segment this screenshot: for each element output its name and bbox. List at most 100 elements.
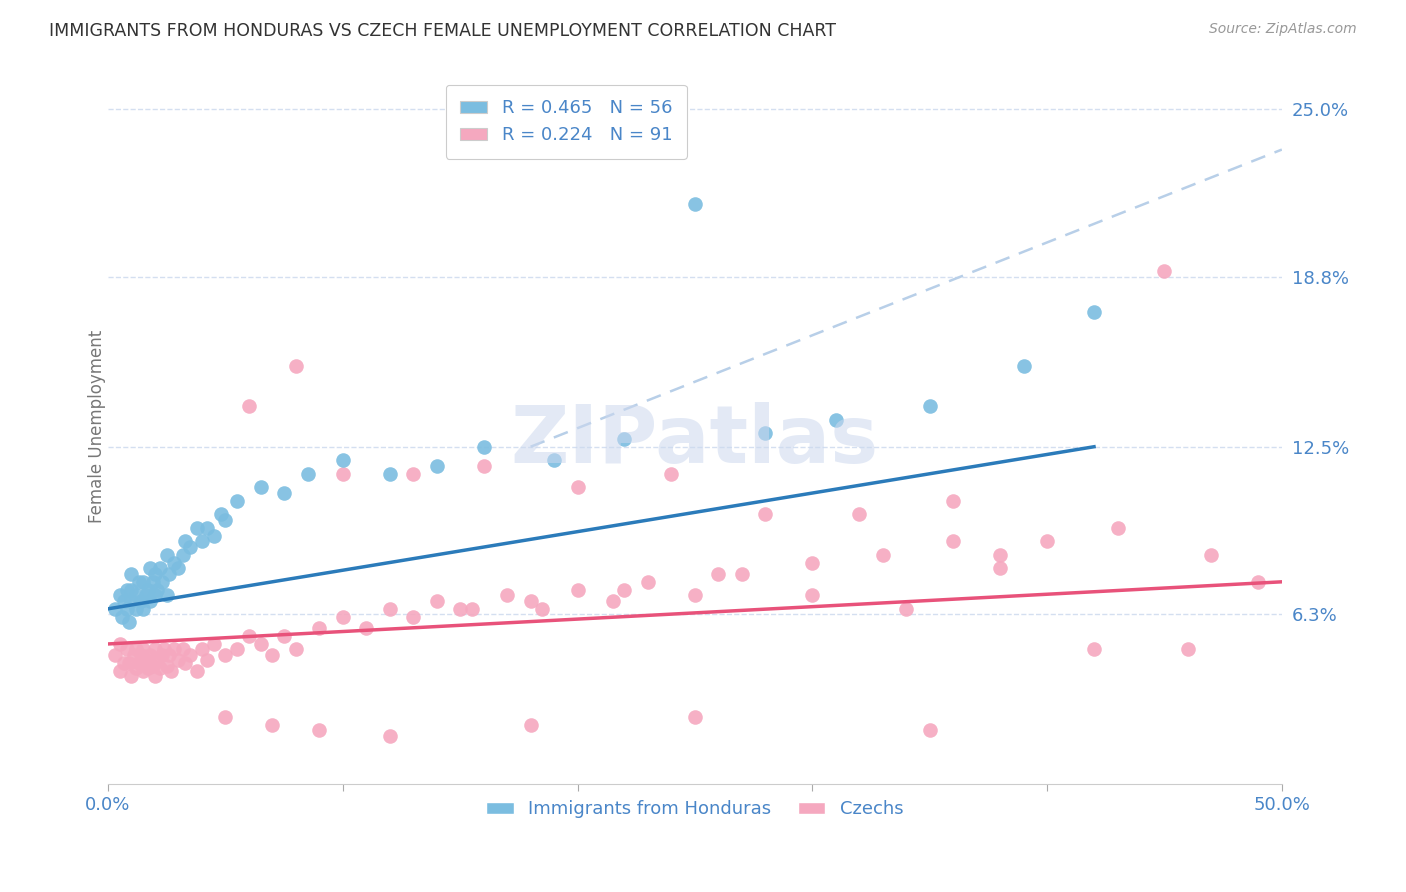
Point xyxy=(918,723,941,738)
Point xyxy=(129,593,152,607)
Point xyxy=(637,574,659,589)
Point xyxy=(209,508,232,522)
Point xyxy=(112,656,135,670)
Point xyxy=(132,664,155,678)
Point xyxy=(683,588,706,602)
Point xyxy=(128,574,150,589)
Point xyxy=(1012,359,1035,373)
Point xyxy=(191,642,214,657)
Point xyxy=(146,653,169,667)
Point xyxy=(115,602,138,616)
Point xyxy=(191,534,214,549)
Point xyxy=(143,566,166,581)
Point xyxy=(179,540,201,554)
Text: ZIPatlas: ZIPatlas xyxy=(510,401,879,480)
Point xyxy=(167,653,190,667)
Point xyxy=(1153,264,1175,278)
Point xyxy=(297,467,319,481)
Point xyxy=(129,648,152,662)
Point xyxy=(186,664,208,678)
Point xyxy=(754,426,776,441)
Text: IMMIGRANTS FROM HONDURAS VS CZECH FEMALE UNEMPLOYMENT CORRELATION CHART: IMMIGRANTS FROM HONDURAS VS CZECH FEMALE… xyxy=(49,22,837,40)
Point xyxy=(273,485,295,500)
Point xyxy=(186,521,208,535)
Point xyxy=(942,534,965,549)
Point xyxy=(172,548,194,562)
Point xyxy=(801,588,824,602)
Point xyxy=(872,548,894,562)
Point xyxy=(157,648,180,662)
Point xyxy=(121,593,143,607)
Point xyxy=(754,508,776,522)
Point xyxy=(202,637,225,651)
Point xyxy=(146,582,169,597)
Point xyxy=(149,561,172,575)
Point xyxy=(214,710,236,724)
Point xyxy=(449,602,471,616)
Point xyxy=(988,548,1011,562)
Point xyxy=(150,574,173,589)
Point xyxy=(150,648,173,662)
Point xyxy=(308,723,330,738)
Point xyxy=(1177,642,1199,657)
Point xyxy=(1083,642,1105,657)
Point xyxy=(136,661,159,675)
Point xyxy=(115,582,138,597)
Point xyxy=(238,399,260,413)
Point xyxy=(125,602,148,616)
Point xyxy=(249,637,271,651)
Point xyxy=(132,574,155,589)
Point xyxy=(135,588,157,602)
Point xyxy=(128,656,150,670)
Point xyxy=(156,588,179,602)
Point xyxy=(135,653,157,667)
Point xyxy=(332,467,354,481)
Point xyxy=(707,566,730,581)
Point xyxy=(104,648,127,662)
Point xyxy=(613,582,636,597)
Point xyxy=(801,556,824,570)
Point xyxy=(613,432,636,446)
Point xyxy=(157,566,180,581)
Point xyxy=(132,602,155,616)
Point xyxy=(214,513,236,527)
Point xyxy=(531,602,554,616)
Point xyxy=(149,661,172,675)
Point xyxy=(139,561,162,575)
Point xyxy=(111,610,134,624)
Point xyxy=(824,413,846,427)
Point xyxy=(195,653,218,667)
Point xyxy=(661,467,683,481)
Point xyxy=(332,610,354,624)
Point xyxy=(163,556,186,570)
Point xyxy=(142,658,165,673)
Point xyxy=(179,648,201,662)
Point xyxy=(121,669,143,683)
Point xyxy=(156,548,179,562)
Point xyxy=(143,642,166,657)
Point xyxy=(332,453,354,467)
Point xyxy=(308,621,330,635)
Point xyxy=(195,521,218,535)
Point xyxy=(214,648,236,662)
Point xyxy=(153,642,176,657)
Point xyxy=(238,629,260,643)
Point xyxy=(402,610,425,624)
Legend: Immigrants from Honduras, Czechs: Immigrants from Honduras, Czechs xyxy=(479,793,911,825)
Point xyxy=(848,508,870,522)
Point xyxy=(354,621,377,635)
Point xyxy=(163,642,186,657)
Point xyxy=(112,593,135,607)
Point xyxy=(284,642,307,657)
Point xyxy=(174,534,197,549)
Point xyxy=(160,664,183,678)
Point xyxy=(567,480,589,494)
Point xyxy=(142,574,165,589)
Point xyxy=(143,669,166,683)
Point xyxy=(118,615,141,630)
Point xyxy=(378,467,401,481)
Point xyxy=(731,566,754,581)
Point xyxy=(118,656,141,670)
Point xyxy=(139,648,162,662)
Point xyxy=(1083,304,1105,318)
